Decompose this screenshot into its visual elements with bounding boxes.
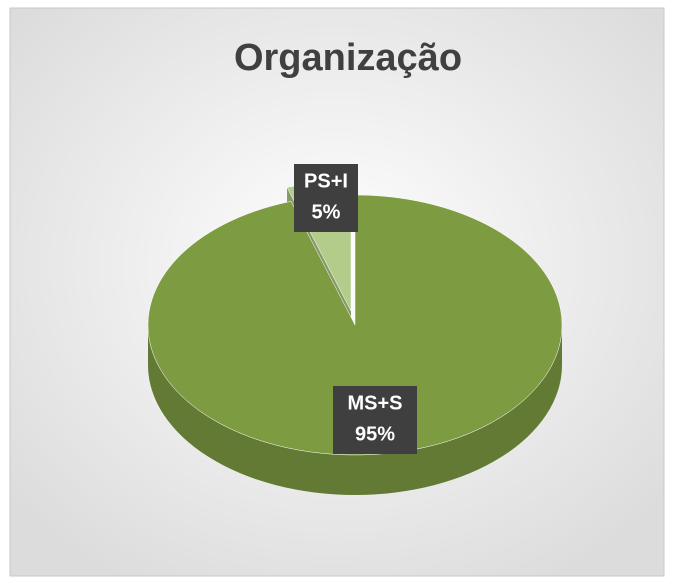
data-label-value: 5%	[312, 201, 341, 223]
pie	[147, 180, 563, 495]
data-label-category: MS+S	[347, 392, 402, 414]
data-label-value: 95%	[355, 423, 395, 445]
chart-title: Organização	[234, 37, 462, 79]
data-label-box	[333, 386, 417, 454]
slice-side	[148, 325, 562, 495]
labels: PS+I 5% MS+S 95%	[294, 164, 417, 454]
data-label-box	[294, 164, 358, 232]
data-label-category: PS+I	[304, 170, 348, 192]
